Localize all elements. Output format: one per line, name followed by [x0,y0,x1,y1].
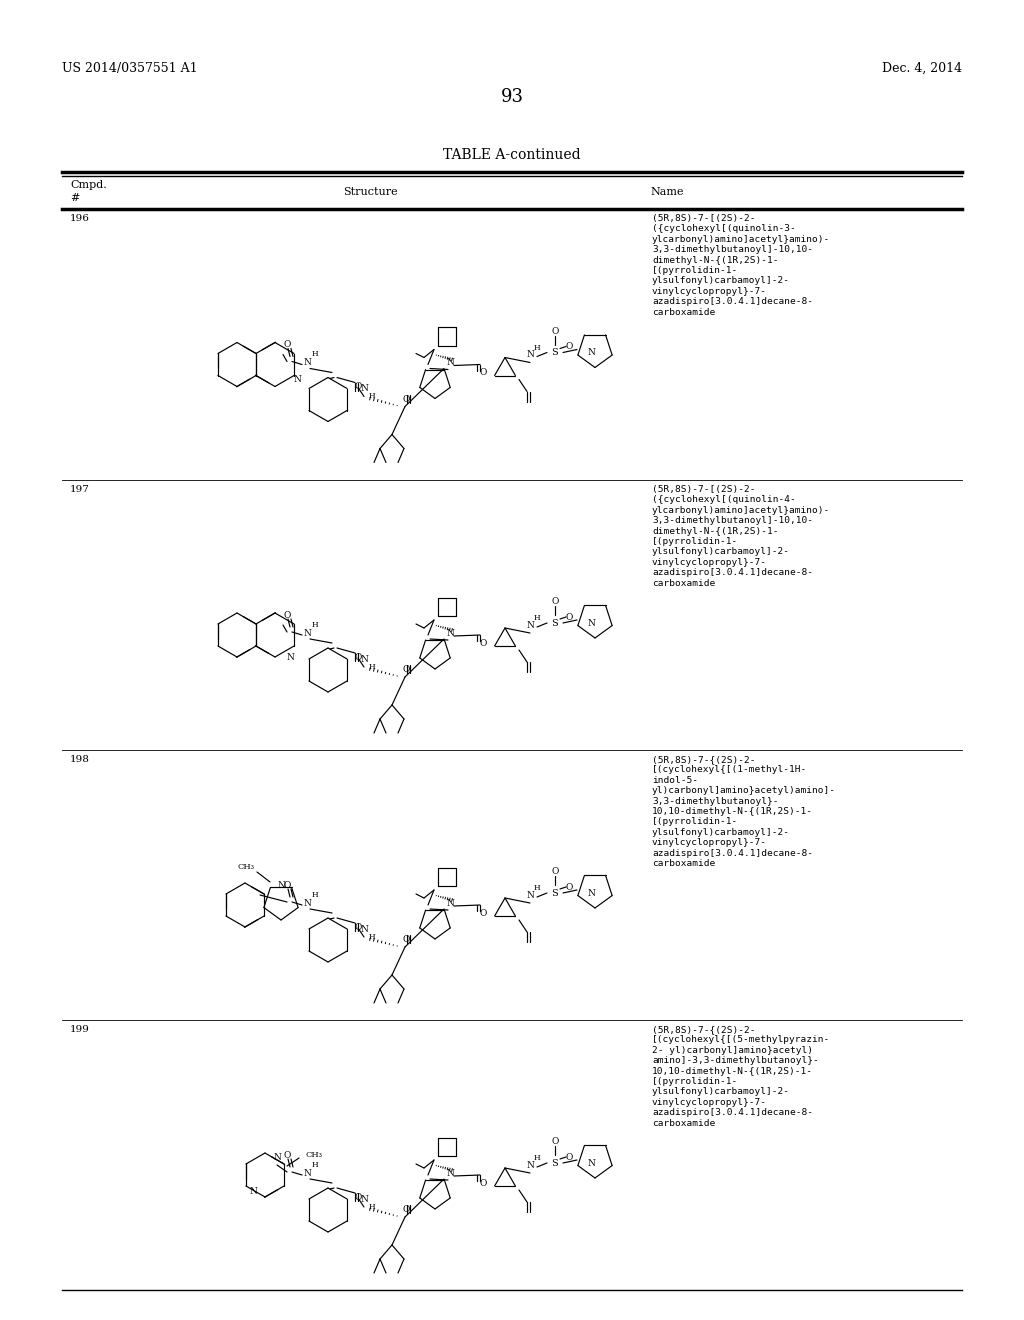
Text: N: N [360,1195,368,1204]
Text: (5R,8S)-7-{(2S)-2-
[(cyclohexyl{[(5-methylpyrazin-
2- yl)carbonyl]amino}acetyl)
: (5R,8S)-7-{(2S)-2- [(cyclohexyl{[(5-meth… [652,1026,830,1127]
Text: O: O [551,598,559,606]
Text: Structure: Structure [343,187,397,197]
Text: H: H [311,620,318,630]
Text: H: H [534,614,541,622]
Text: O: O [551,327,559,337]
Text: H: H [311,891,318,899]
Text: N: N [526,1160,534,1170]
Text: CH₃: CH₃ [238,863,255,871]
Text: #: # [70,193,80,203]
Text: O: O [284,341,291,348]
Text: N: N [360,384,368,393]
Text: O: O [565,883,572,891]
Text: N: N [446,1168,454,1177]
Text: N: N [446,899,454,908]
Text: H: H [369,663,376,671]
Text: O: O [479,1179,486,1188]
Text: H: H [369,392,376,400]
Text: N: N [446,358,454,367]
Text: H: H [369,933,376,941]
Text: N: N [587,619,595,627]
Text: O: O [551,1138,559,1147]
Text: S: S [552,1159,558,1167]
Text: (5R,8S)-7-[(2S)-2-
({cyclohexyl[(quinolin-3-
ylcarbonyl)amino]acetyl}amino)-
3,3: (5R,8S)-7-[(2S)-2- ({cyclohexyl[(quinoli… [652,214,830,317]
Text: N: N [286,652,294,661]
Text: O: O [354,1192,361,1201]
Text: O: O [402,936,410,945]
Text: Dec. 4, 2014: Dec. 4, 2014 [882,62,962,75]
Text: 197: 197 [70,484,90,494]
Text: N: N [303,358,311,367]
Text: US 2014/0357551 A1: US 2014/0357551 A1 [62,62,198,75]
Text: H: H [534,343,541,351]
Text: H: H [311,351,318,359]
Text: O: O [402,395,410,404]
Text: O: O [565,342,572,351]
Text: Name: Name [650,187,683,197]
Text: N: N [293,375,301,384]
Text: O: O [479,639,486,648]
Text: O: O [402,1205,410,1214]
Text: N: N [587,348,595,356]
Text: O: O [284,880,291,890]
Text: O: O [284,610,291,619]
Text: H: H [534,1154,541,1162]
Text: H: H [311,1162,318,1170]
Text: S: S [552,348,558,356]
Text: N: N [278,880,285,890]
Text: N: N [446,628,454,638]
Text: N: N [526,891,534,899]
Text: O: O [354,652,361,661]
Text: O: O [354,381,361,391]
Text: S: S [552,619,558,627]
Text: N: N [587,1159,595,1167]
Text: N: N [303,628,311,638]
Text: O: O [402,665,410,675]
Text: O: O [284,1151,291,1159]
Text: 199: 199 [70,1026,90,1034]
Text: O: O [565,1152,572,1162]
Text: N: N [526,620,534,630]
Text: O: O [354,923,361,932]
Text: TABLE A-continued: TABLE A-continued [443,148,581,162]
Text: 196: 196 [70,214,90,223]
Text: (5R,8S)-7-{(2S)-2-
[(cyclohexyl{[(1-methyl-1H-
indol-5-
yl)carbonyl]amino}acetyl: (5R,8S)-7-{(2S)-2- [(cyclohexyl{[(1-meth… [652,755,836,869]
Text: 93: 93 [501,88,523,106]
Text: O: O [479,368,486,378]
Text: O: O [479,908,486,917]
Text: N: N [303,899,311,908]
Text: O: O [565,612,572,622]
Text: Cmpd.: Cmpd. [70,180,106,190]
Text: N: N [360,924,368,933]
Text: (5R,8S)-7-[(2S)-2-
({cyclohexyl[(quinolin-4-
ylcarbonyl)amino]acetyl}amino)-
3,3: (5R,8S)-7-[(2S)-2- ({cyclohexyl[(quinoli… [652,484,830,587]
Text: N: N [587,888,595,898]
Text: N: N [273,1154,281,1163]
Text: O: O [551,867,559,876]
Text: S: S [552,888,558,898]
Text: N: N [360,655,368,664]
Text: CH₃: CH₃ [305,1151,322,1159]
Text: H: H [534,884,541,892]
Text: H: H [369,1203,376,1210]
Text: 198: 198 [70,755,90,764]
Text: N: N [249,1188,257,1196]
Text: N: N [526,350,534,359]
Text: N: N [303,1168,311,1177]
